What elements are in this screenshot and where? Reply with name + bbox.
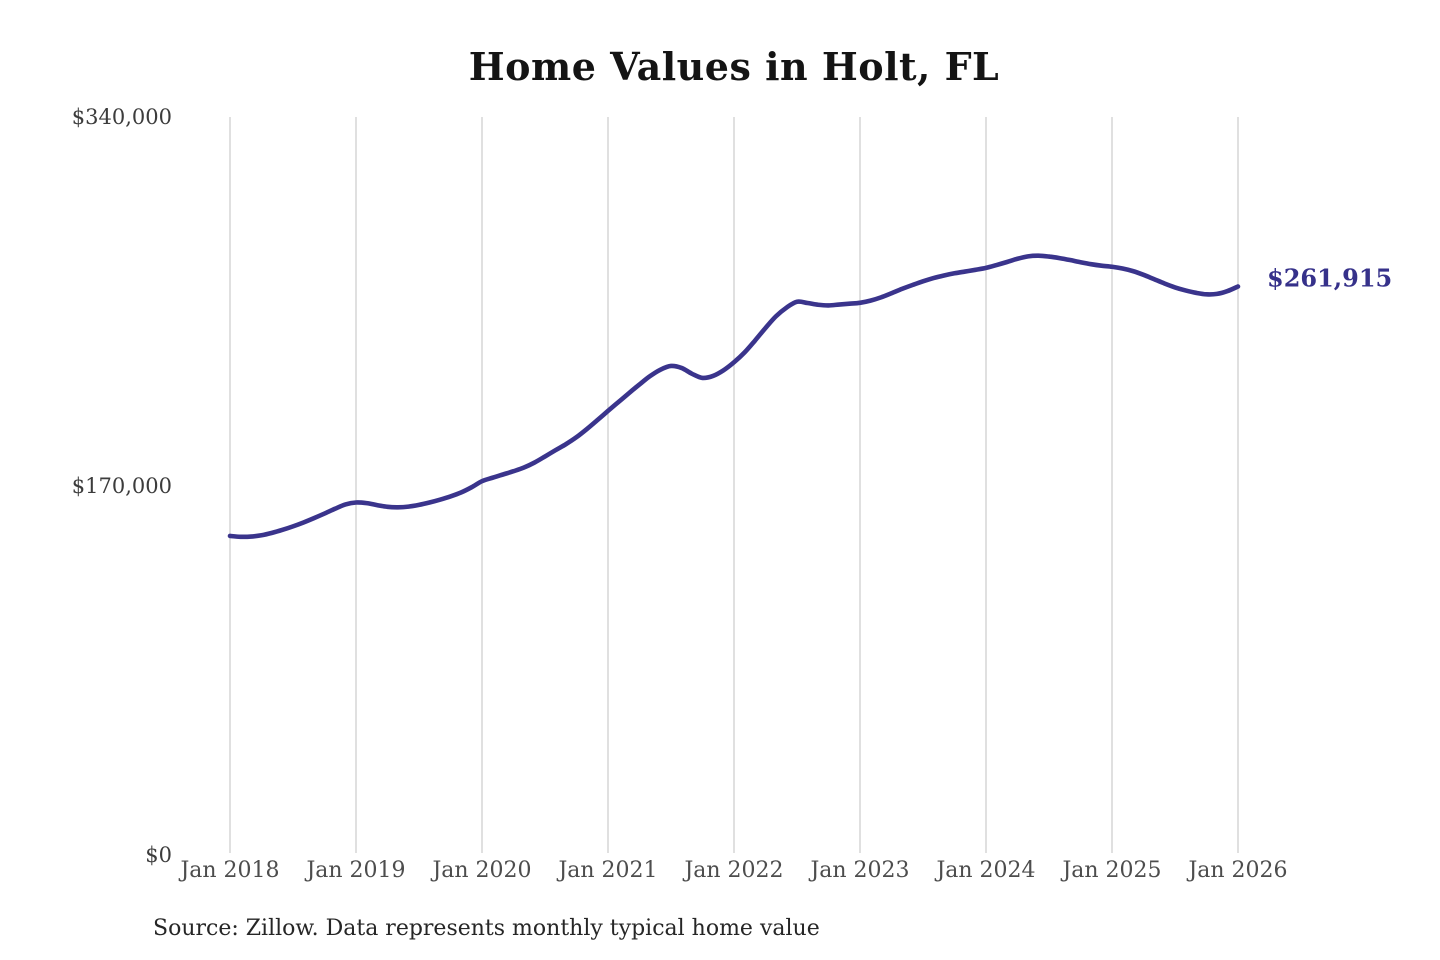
y-axis: $340,000 $170,000 $0: [0, 0, 172, 960]
x-axis: Jan 2018 Jan 2019 Jan 2020 Jan 2021 Jan 2022…: [0, 858, 1440, 888]
chart-title: Home Values in Holt, FL: [468, 44, 1000, 89]
current-value-label: $261,915: [1267, 263, 1393, 293]
x-axis-tick-label: Jan 2024: [936, 858, 1036, 883]
x-axis-tick-label: Jan 2025: [1062, 858, 1162, 883]
y-axis-tick-label: $170,000: [71, 474, 172, 498]
source-note: Source: Zillow. Data represents monthly …: [153, 916, 820, 941]
x-axis-tick-label: Jan 2021: [558, 858, 658, 883]
home-value-line: [227, 253, 1241, 540]
y-axis-tick-label: $340,000: [71, 105, 172, 129]
x-axis-tick-label: Jan 2026: [1188, 858, 1288, 883]
x-axis-tick-label: Jan 2022: [684, 858, 784, 883]
x-axis-tick-label: Jan 2019: [306, 858, 406, 883]
x-axis-tick-label: Jan 2020: [432, 858, 532, 883]
x-axis-tick-label: Jan 2018: [180, 858, 280, 883]
gridlines: [229, 117, 1239, 853]
y-axis-tick-label: $0: [145, 843, 172, 867]
x-axis-tick-label: Jan 2023: [810, 858, 910, 883]
